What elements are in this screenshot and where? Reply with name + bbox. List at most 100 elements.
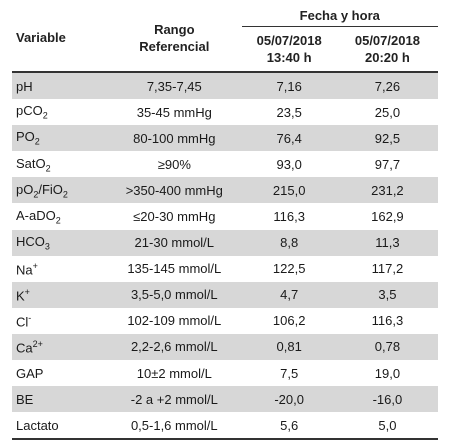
value-col2: 5,0 (378, 417, 397, 433)
cell-value-col1: 106,2 (242, 308, 337, 334)
variable-name: Na (16, 261, 33, 277)
table-row: BE -2 a +2 mmol/L -20,0 -16,0 (12, 386, 438, 413)
cell-value-col1: 8,8 (241, 229, 337, 256)
cell-value-col1: 76,4 (241, 125, 337, 152)
variable-name: PO (16, 129, 35, 145)
value-col2: 92,5 (374, 130, 401, 146)
rango-value: 3,5-5,0 mmol/L (130, 287, 218, 303)
cell-value-col1: 7,16 (241, 72, 337, 100)
variable-name: K (16, 287, 25, 303)
cell-rango-referencial: 0,5-1,6 mmol/L (107, 412, 242, 441)
cell-value-col2: 3,5 (336, 281, 438, 308)
cell-value-col2: 0,78 (336, 333, 438, 361)
value-col1: 116,3 (273, 209, 305, 225)
variable-name: GAP (16, 365, 44, 381)
variable-name: pH (16, 78, 33, 94)
cell-value-col1: 4,7 (241, 281, 337, 308)
table-row: pO2/FiO2 >350-400 mmHg 215,0 231,2 (12, 177, 438, 204)
cell-variable: GAP (12, 360, 107, 386)
cell-rango-referencial: 35-45 mmHg (107, 99, 241, 125)
cell-value-col2: 116,3 (337, 308, 438, 334)
cell-value-col2: 231,2 (336, 177, 438, 204)
rango-value: 135-145 mmol/L (127, 261, 222, 277)
cell-value-col2: 19,0 (337, 360, 438, 386)
rango-value: 102-109 mmol/L (127, 313, 222, 329)
variable-subscript: 2 (33, 189, 39, 200)
table-row: pH 7,35-7,45 7,16 7,26 (12, 72, 438, 100)
rango-value: ≤20-30 mmHg (133, 209, 216, 225)
rango-value: ≥90% (157, 156, 191, 172)
cell-value-col1: 116,3 (242, 203, 337, 229)
cell-value-col2: 11,3 (336, 229, 438, 256)
cell-value-col2: 117,2 (337, 256, 438, 282)
header-rango-referencial: Rango Referencial (107, 4, 242, 73)
cell-variable: SatO2 (12, 151, 107, 177)
table-header-row-dates: 05/07/2018 13:40 h 05/07/2018 20:20 h (12, 26, 438, 73)
cell-variable: K+ (12, 281, 108, 308)
table-row: HCO3 21-30 mmol/L 8,8 11,3 (12, 229, 438, 256)
cell-value-col1: 7,5 (242, 360, 337, 386)
variable-name: HCO (16, 233, 45, 249)
variable-name: A-aDO (16, 207, 56, 223)
cell-rango-referencial: ≥90% (107, 151, 241, 177)
rango-value: 7,35-7,45 (146, 78, 202, 94)
table-row: Cl- 102-109 mmol/L 106,2 116,3 (12, 308, 438, 334)
variable-subscript: 2 (34, 137, 40, 148)
header-col1-datetime: 05/07/2018 13:40 h (241, 26, 337, 73)
value-col2: -16,0 (372, 391, 403, 407)
header-variable: Variable (12, 4, 108, 73)
cell-value-col1: 122,5 (242, 256, 337, 282)
value-col2: 0,78 (374, 339, 401, 355)
table-row: Ca2+ 2,2-2,6 mmol/L 0,81 0,78 (12, 333, 438, 361)
cell-rango-referencial: 80-100 mmHg (107, 125, 242, 152)
cell-variable: Ca2+ (12, 333, 108, 361)
variable-subscript: 2 (55, 215, 61, 226)
cell-value-col2: 7,26 (336, 72, 438, 100)
rango-value: >350-400 mmHg (125, 182, 223, 198)
value-col1: 106,2 (272, 313, 306, 329)
table-body: pH 7,35-7,45 7,16 7,26 pCO2 35-45 mmHg 23,5 25,… (12, 72, 438, 441)
variable-name: Cl (16, 314, 29, 330)
value-col2: 7,26 (374, 78, 401, 94)
rango-value: 21-30 mmol/L (134, 235, 215, 251)
cell-value-col1: -20,0 (241, 386, 337, 413)
variable-name: Ca (16, 340, 33, 356)
value-col1: 23,5 (276, 104, 302, 120)
cell-variable: pH (12, 72, 108, 100)
value-col1: 0,81 (276, 339, 302, 355)
cell-value-col2: 25,0 (337, 99, 438, 125)
value-col2: 231,2 (371, 182, 404, 198)
header-fecha-hora: Fecha y hora (241, 4, 438, 27)
value-col1: 7,5 (280, 365, 299, 381)
variable-superscript: - (28, 312, 32, 323)
variable-superscript: + (32, 260, 38, 271)
header-col2-datetime: 05/07/2018 20:20 h (336, 26, 438, 73)
cell-rango-referencial: 102-109 mmol/L (107, 308, 241, 334)
cell-value-col1: 23,5 (242, 99, 337, 125)
cell-rango-referencial: 7,35-7,45 (107, 72, 242, 100)
value-col2: 11,3 (375, 235, 400, 251)
table-row: pCO2 35-45 mmHg 23,5 25,0 (12, 99, 438, 125)
cell-rango-referencial: >350-400 mmHg (107, 177, 242, 204)
cell-value-col1: 5,6 (241, 412, 337, 441)
cell-variable: PO2 (12, 125, 108, 152)
cell-rango-referencial: 10±2 mmol/L (107, 360, 241, 386)
cell-rango-referencial: 21-30 mmol/L (107, 229, 242, 256)
value-col1: 8,8 (280, 235, 299, 251)
variable-name: pCO (16, 103, 43, 119)
variable-subscript-b: 2 (62, 189, 68, 200)
variable-subscript: 2 (45, 163, 51, 174)
header-col1-time: 13:40 h (266, 50, 312, 65)
cell-variable: pCO2 (12, 99, 107, 125)
cell-variable: BE (12, 386, 108, 413)
rango-value: 10±2 mmol/L (136, 365, 212, 381)
table-row: A-aDO2 ≤20-30 mmHg 116,3 162,9 (12, 203, 438, 229)
value-col2: 117,2 (371, 261, 404, 277)
value-col1: 5,6 (280, 417, 299, 433)
value-col1: 215,0 (272, 182, 306, 198)
variable-name-part-b: /FiO (38, 181, 63, 197)
value-col2: 25,0 (374, 104, 401, 120)
cell-variable: Lactato (12, 412, 108, 441)
value-col1: 93,0 (276, 156, 302, 172)
rango-value: 80-100 mmHg (133, 130, 216, 146)
